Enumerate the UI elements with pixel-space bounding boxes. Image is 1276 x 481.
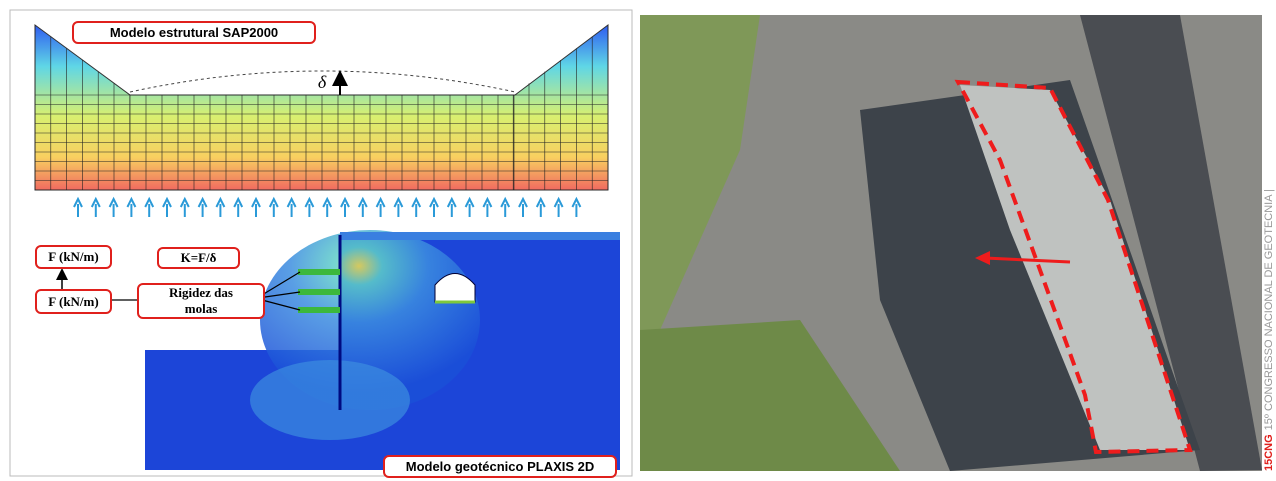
page: 15CNG 15º CONGRESSO NACIONAL DE GEOTECNIA… [0,0,1276,481]
delta-label: δ [318,72,327,92]
stiffness-formula: K=F/δ [157,247,240,269]
caption-text: 15º CONGRESSO NACIONAL DE GEOTECNIA | [1263,189,1275,430]
caption-brand: 15CNG [1263,434,1275,471]
side-caption: 15CNG 15º CONGRESSO NACIONAL DE GEOTECNIA… [1263,189,1275,471]
figure: 15CNG 15º CONGRESSO NACIONAL DE GEOTECNIA… [0,0,1276,481]
sap-mesh [35,25,608,190]
force-label: F (kN/m) [35,245,112,269]
aerial-photo [640,15,1262,471]
stress-bulb [250,360,410,440]
spring-arrows [74,199,580,217]
springs-label: Rigidez das molas [137,283,265,319]
plaxis-title: Modelo geotécnico PLAXIS 2D [383,455,617,478]
surface-load [340,232,620,240]
mesh-shape [35,25,608,190]
force-label: F (kN/m) [35,289,112,314]
sap-title: Modelo estrutural SAP2000 [72,21,316,44]
